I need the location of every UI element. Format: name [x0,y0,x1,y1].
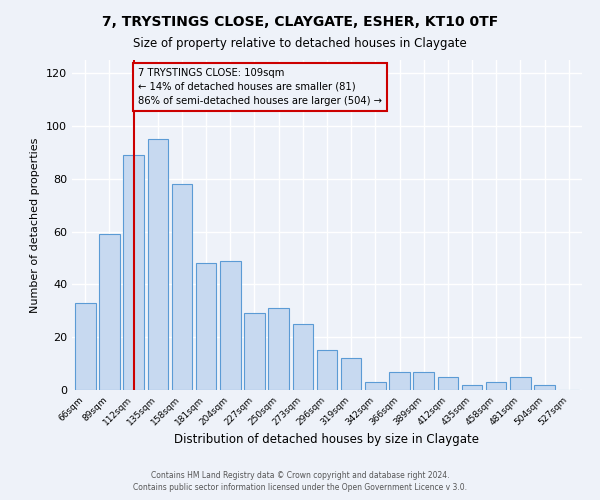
Bar [75,303,95,390]
Bar [268,308,289,390]
Bar [462,384,482,390]
Bar [124,155,144,390]
Bar [486,382,506,390]
Bar [293,324,313,390]
Bar [413,372,434,390]
Text: Contains HM Land Registry data © Crown copyright and database right 2024.
Contai: Contains HM Land Registry data © Crown c… [133,471,467,492]
X-axis label: Distribution of detached houses by size in Claygate: Distribution of detached houses by size … [175,432,479,446]
Bar [148,139,168,390]
Text: 7 TRYSTINGS CLOSE: 109sqm
← 14% of detached houses are smaller (81)
86% of semi-: 7 TRYSTINGS CLOSE: 109sqm ← 14% of detac… [139,68,382,106]
Bar [534,384,555,390]
Bar [510,377,530,390]
Y-axis label: Number of detached properties: Number of detached properties [31,138,40,312]
Bar [172,184,192,390]
Bar [317,350,337,390]
Bar [220,260,241,390]
Bar [389,372,410,390]
Bar [341,358,361,390]
Bar [244,314,265,390]
Text: 7, TRYSTINGS CLOSE, CLAYGATE, ESHER, KT10 0TF: 7, TRYSTINGS CLOSE, CLAYGATE, ESHER, KT1… [102,15,498,29]
Bar [99,234,120,390]
Bar [196,264,217,390]
Bar [437,377,458,390]
Text: Size of property relative to detached houses in Claygate: Size of property relative to detached ho… [133,38,467,51]
Bar [365,382,386,390]
